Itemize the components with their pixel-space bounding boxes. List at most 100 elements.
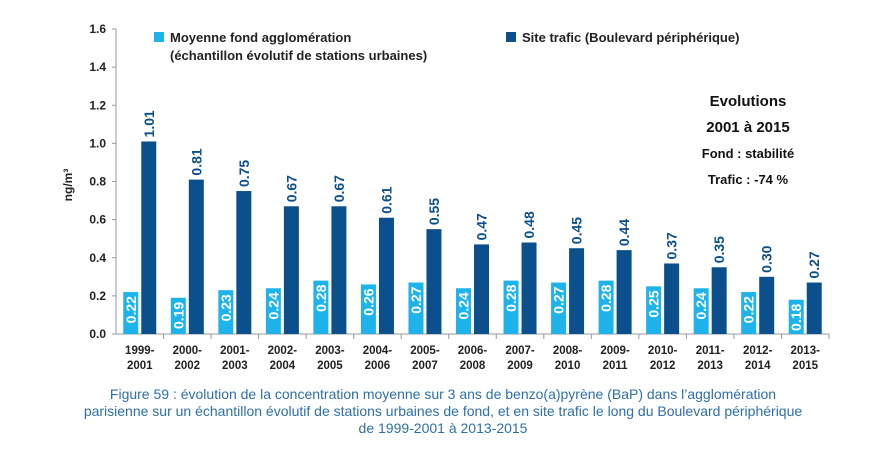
bar-trafic xyxy=(474,244,489,334)
x-tick-label: 2012 xyxy=(650,360,676,372)
y-axis-label: ng/m³ xyxy=(61,169,75,202)
x-tick-label: 2010 xyxy=(555,360,581,372)
data-label-fond: 0.27 xyxy=(551,286,567,313)
bar-fond xyxy=(170,297,186,334)
bar-trafic xyxy=(283,206,299,334)
bar-trafic xyxy=(759,276,775,334)
bar-trafic xyxy=(806,282,822,334)
bar-trafic xyxy=(521,242,537,334)
annotation-line2: 2001 à 2015 xyxy=(706,119,789,136)
evolution-annotation: Evolutions 2001 à 2015 Fond : stabilité … xyxy=(702,93,794,187)
data-label-trafic: 0.35 xyxy=(711,236,727,263)
data-label-trafic: 0.27 xyxy=(806,251,822,278)
legend-label-fond-line2: (échantillon évolutif de stations urbain… xyxy=(170,48,427,63)
bar-fond xyxy=(693,288,709,334)
data-label-fond: 0.28 xyxy=(313,284,329,311)
bar-fond xyxy=(313,280,329,334)
x-tick-label: 2001- xyxy=(220,345,250,357)
bar-fond xyxy=(360,284,376,334)
bar-trafic xyxy=(426,229,442,334)
bar-trafic xyxy=(569,248,585,334)
data-label-trafic: 0.67 xyxy=(331,175,347,202)
bar-trafic xyxy=(664,263,680,334)
bar-fond xyxy=(741,292,757,334)
data-label-fond: 0.28 xyxy=(598,284,614,311)
x-tick-label: 2002- xyxy=(268,345,298,357)
y-tick-label: 1.4 xyxy=(89,60,106,74)
bar-trafic xyxy=(331,206,347,334)
y-tick-label: 0.4 xyxy=(89,251,106,265)
data-label-trafic: 0.37 xyxy=(664,232,680,259)
data-label-fond: 0.22 xyxy=(741,296,757,323)
x-tick-label: 2003- xyxy=(315,345,345,357)
data-label-trafic: 0.44 xyxy=(616,219,632,246)
caption-line2: parisienne sur un échantillon évolutif d… xyxy=(83,403,803,419)
x-tick-label: 2007 xyxy=(412,360,438,372)
caption-line1: Figure 59 : évolution de la concentratio… xyxy=(109,386,777,402)
bar-fond xyxy=(503,280,519,334)
x-tick-label: 2005- xyxy=(410,345,440,357)
legend-label-fond-line1: Moyenne fond agglomération xyxy=(170,30,351,45)
x-axis: 1999- 2001 2000- 2002 2001- 2003 2002- 2004 2003… xyxy=(125,334,830,372)
bar-fond xyxy=(551,282,567,334)
bars: 0.22 1.01 0.19 0.81 0.23 0.75 0.24 0.67 0.28 0.67… xyxy=(123,110,822,334)
bar-fond xyxy=(646,286,662,334)
bar-fond xyxy=(408,282,424,334)
data-label-trafic: 0.30 xyxy=(759,245,775,272)
data-label-fond: 0.25 xyxy=(646,290,662,317)
y-tick-label: 0.6 xyxy=(89,213,106,227)
y-tick-label: 1.6 xyxy=(89,22,106,36)
data-label-fond: 0.26 xyxy=(360,288,376,315)
bar-fond xyxy=(123,292,139,334)
bar-trafic xyxy=(141,141,157,334)
bar-fond xyxy=(788,299,804,334)
x-tick-label: 2008 xyxy=(460,360,486,372)
annotation-line4: Trafic : -74 % xyxy=(708,172,789,187)
y-tick-label: 1.2 xyxy=(89,98,106,112)
bap-bar-chart: 0.0 0.2 0.4 0.6 0.8 1.0 1.2 1.4 1.6 0.22 1.01 0.19… xyxy=(61,22,830,372)
data-label-trafic: 0.67 xyxy=(283,175,299,202)
bar-trafic xyxy=(378,217,394,334)
data-label-fond: 0.18 xyxy=(788,303,804,330)
x-tick-label: 2010- xyxy=(648,345,678,357)
legend-swatch-trafic xyxy=(506,32,516,42)
y-tick-label: 0.2 xyxy=(89,289,106,303)
x-tick-label: 2008- xyxy=(553,345,583,357)
data-label-fond: 0.24 xyxy=(265,292,281,319)
data-label-trafic: 1.01 xyxy=(141,110,157,137)
y-tick-label: 0.8 xyxy=(89,175,106,189)
data-label-trafic: 0.55 xyxy=(426,198,442,225)
x-tick-label: 1999- xyxy=(125,345,155,357)
x-tick-label: 2006- xyxy=(458,345,488,357)
x-tick-label: 2013- xyxy=(791,345,821,357)
figure-caption: Figure 59 : évolution de la concentratio… xyxy=(10,386,876,437)
bar-trafic xyxy=(188,179,204,334)
x-tick-label: 2002 xyxy=(175,360,201,372)
x-tick-label: 2011 xyxy=(603,360,629,372)
data-label-trafic: 0.47 xyxy=(474,213,490,240)
x-tick-label: 2001 xyxy=(127,360,153,372)
x-tick-label: 2014 xyxy=(745,360,771,372)
x-tick-label: 2012- xyxy=(743,345,773,357)
x-tick-label: 2009- xyxy=(600,345,630,357)
x-tick-label: 2005 xyxy=(317,360,343,372)
legend: Moyenne fond agglomération (échantillon … xyxy=(154,30,739,63)
x-tick-label: 2004 xyxy=(270,360,296,372)
data-label-fond: 0.27 xyxy=(408,286,424,313)
caption-line3: de 1999-2001 à 2013-2015 xyxy=(358,420,528,436)
bar-trafic xyxy=(616,250,632,334)
bar-trafic xyxy=(236,191,252,334)
annotation-line1: Evolutions xyxy=(710,93,787,110)
bar-fond xyxy=(598,280,614,334)
data-label-fond: 0.28 xyxy=(503,284,519,311)
y-tick-label: 1.0 xyxy=(89,136,106,150)
data-label-fond: 0.23 xyxy=(218,294,234,321)
data-label-fond: 0.19 xyxy=(170,302,186,329)
x-tick-label: 2003 xyxy=(222,360,248,372)
data-label-trafic: 0.61 xyxy=(378,186,394,213)
data-label-trafic: 0.48 xyxy=(521,211,537,238)
data-label-trafic: 0.75 xyxy=(236,160,252,187)
bar-trafic xyxy=(711,267,727,334)
x-tick-label: 2013 xyxy=(697,360,723,372)
data-label-fond: 0.24 xyxy=(456,292,472,319)
